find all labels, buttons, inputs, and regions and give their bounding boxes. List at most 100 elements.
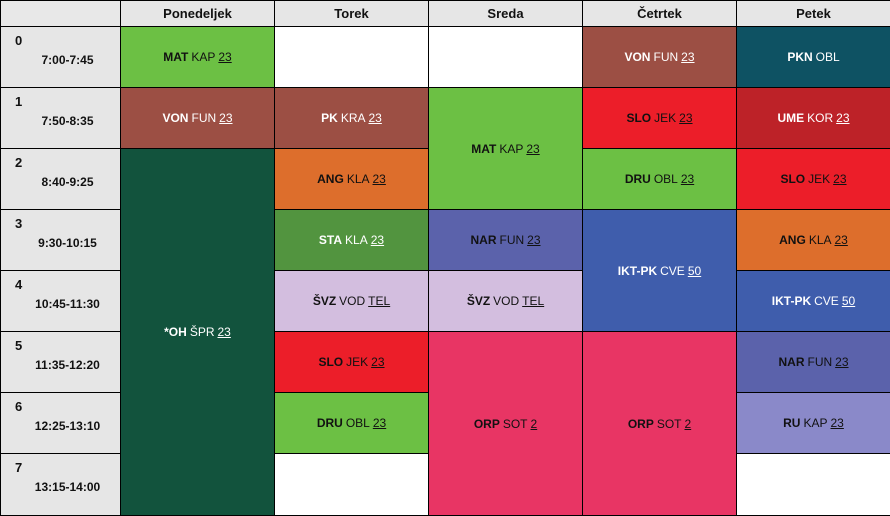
lesson-subject: ANG [779,233,806,247]
lesson-cell[interactable]: PKN OBL [737,27,890,88]
lesson-cell[interactable]: ANG KLA 23 [275,149,429,210]
lesson-teacher: VOD [339,294,366,308]
lesson-cell[interactable]: ANG KLA 23 [737,210,890,271]
lesson-cell[interactable]: VON FUN 23 [583,27,737,88]
empty-slot [275,454,429,516]
lesson-cell[interactable]: DRU OBL 23 [275,393,429,454]
lesson-room: 23 [370,233,385,247]
lesson-room: 23 [372,172,386,186]
lesson-subject: DRU [624,172,651,186]
lesson-cell[interactable]: RU KAP 23 [737,393,890,454]
period-header: 0 7:00-7:45 [1,27,121,88]
lesson-teacher: FUN [653,50,679,64]
period-header: 2 8:40-9:25 [1,149,121,210]
lesson-room: 23 [217,325,231,339]
period-number: 5 [15,338,23,353]
lesson-subject: RU [783,416,801,430]
lesson-teacher: OBL [653,172,678,186]
lesson-room: TEL [522,294,545,308]
lesson-cell[interactable]: MAT KAP 23 [429,88,583,210]
lesson-cell[interactable]: STA KLA 23 [275,210,429,271]
lesson-subject: STA [318,233,343,247]
lesson-teacher: SOT [656,416,682,431]
lesson-room: 23 [219,111,233,125]
lesson-cell[interactable]: NAR FUN 23 [429,210,583,271]
lesson-cell[interactable]: SLO JEK 23 [275,332,429,393]
lesson-cell[interactable]: SLO JEK 23 [583,88,737,149]
lesson-teacher: JEK [808,172,831,186]
lesson-room: 2 [530,416,538,431]
lesson-cell[interactable]: VON FUN 23 [121,88,275,149]
lesson-teacher: KAP [191,50,216,64]
day-header: Ponedeljek [121,1,275,27]
empty-slot [429,27,583,88]
lesson-subject: PK [321,111,338,125]
lesson-room: 50 [841,294,856,308]
lesson-teacher: KLA [345,233,368,247]
period-time: 9:30-10:15 [38,236,97,250]
lesson-cell[interactable]: ŠVZ VOD TEL [429,271,583,332]
lesson-teacher: FUN [191,111,217,125]
lesson-subject: *OH [164,325,187,339]
lesson-teacher: KLA [346,172,370,186]
lesson-room: 23 [527,233,541,247]
lesson-subject: MAT [163,50,189,64]
lesson-room: TEL [368,294,391,308]
day-header: Četrtek [583,1,737,27]
lesson-subject: SLO [626,111,652,125]
lesson-subject: NAR [778,355,805,369]
lesson-room: 23 [372,416,387,430]
lesson-subject: IKT-PK [617,263,658,278]
lesson-subject: DRU [316,416,343,430]
lesson-cell[interactable]: SLO JEK 23 [737,149,890,210]
period-time: 10:45-11:30 [35,297,100,311]
lesson-room: 23 [679,111,693,125]
lesson-cell[interactable]: ORP SOT 2 [429,332,583,516]
lesson-subject: ORP [473,416,500,431]
lesson-cell[interactable]: PK KRA 23 [275,88,429,149]
lesson-cell[interactable]: DRU OBL 23 [583,149,737,210]
lesson-room: 23 [368,111,382,125]
period-header: 6 12:25-13:10 [1,393,121,454]
lesson-cell[interactable]: UME KOR 23 [737,88,890,149]
period-number: 2 [15,155,23,170]
period-number: 0 [15,33,23,48]
lesson-cell[interactable]: NAR FUN 23 [737,332,890,393]
lesson-room: 23 [833,172,847,186]
lesson-teacher: KAP [499,141,524,156]
lesson-subject: VON [624,50,651,64]
lesson-cell[interactable]: ORP SOT 2 [583,332,737,516]
lesson-subject: VON [162,111,189,125]
lesson-room: 23 [526,141,540,156]
lesson-room: 23 [836,111,850,125]
lesson-cell[interactable]: IKT-PK CVE 50 [737,271,890,332]
lesson-room: 23 [680,172,695,186]
empty-slot [275,27,429,88]
period-time: 8:40-9:25 [41,175,94,189]
lesson-room: 23 [681,50,695,64]
lesson-room: 23 [218,50,232,64]
timetable-corner [1,1,121,27]
lesson-cell[interactable]: MAT KAP 23 [121,27,275,88]
lesson-cell[interactable]: *OH ŠPR 23 [121,149,275,516]
period-time: 13:15-14:00 [34,480,101,494]
period-header: 5 11:35-12:20 [1,332,121,393]
lesson-teacher: SOT [502,416,528,431]
lesson-teacher: CVE [814,294,839,308]
lesson-cell[interactable]: IKT-PK CVE 50 [583,210,737,332]
lesson-teacher: FUN [499,233,525,247]
lesson-teacher: KOR [807,111,834,125]
lesson-teacher: CVE [660,263,685,278]
lesson-subject: SLO [318,355,344,369]
day-header: Petek [737,1,890,27]
day-header: Sreda [429,1,583,27]
lesson-room: 23 [834,233,848,247]
lesson-cell[interactable]: ŠVZ VOD TEL [275,271,429,332]
lesson-subject: IKT-PK [771,294,812,308]
lesson-subject: UME [777,111,805,125]
lesson-teacher: VOD [493,294,520,308]
period-header: 7 13:15-14:00 [1,454,121,516]
lesson-teacher: FUN [807,355,833,369]
lesson-subject: SLO [780,172,806,186]
